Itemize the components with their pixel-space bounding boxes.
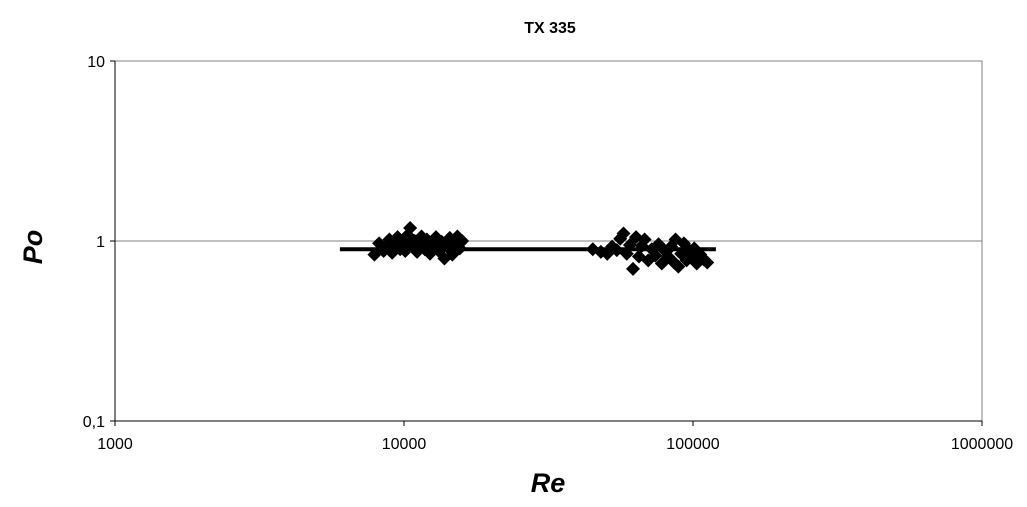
data-point [616,226,631,241]
chart-title: TX 335 [524,20,576,37]
x-axis-title: Re [531,468,566,498]
x-tick-label: 10000 [382,436,427,453]
data-point [700,255,715,270]
data-point [626,261,641,276]
x-tick-label: 100000 [666,436,719,453]
data-point [671,259,686,274]
axes [110,60,983,426]
x-tick-label: 1000 [97,436,133,453]
x-tick-label: 1000000 [951,436,1013,453]
y-tick-label: 1 [96,234,105,251]
data-point [585,242,600,257]
data-point [437,251,452,266]
data-point [648,248,663,263]
tick-labels: 1000 10000 100000 1000000 0,1 1 10 [83,54,1013,453]
data-point [403,221,418,236]
y-tick-label: 10 [87,54,105,71]
data-points [367,221,715,276]
y-tick-label: 0,1 [83,414,105,431]
data-point [455,234,470,248]
y-axis-title: Po [18,230,48,265]
data-point [637,232,652,247]
